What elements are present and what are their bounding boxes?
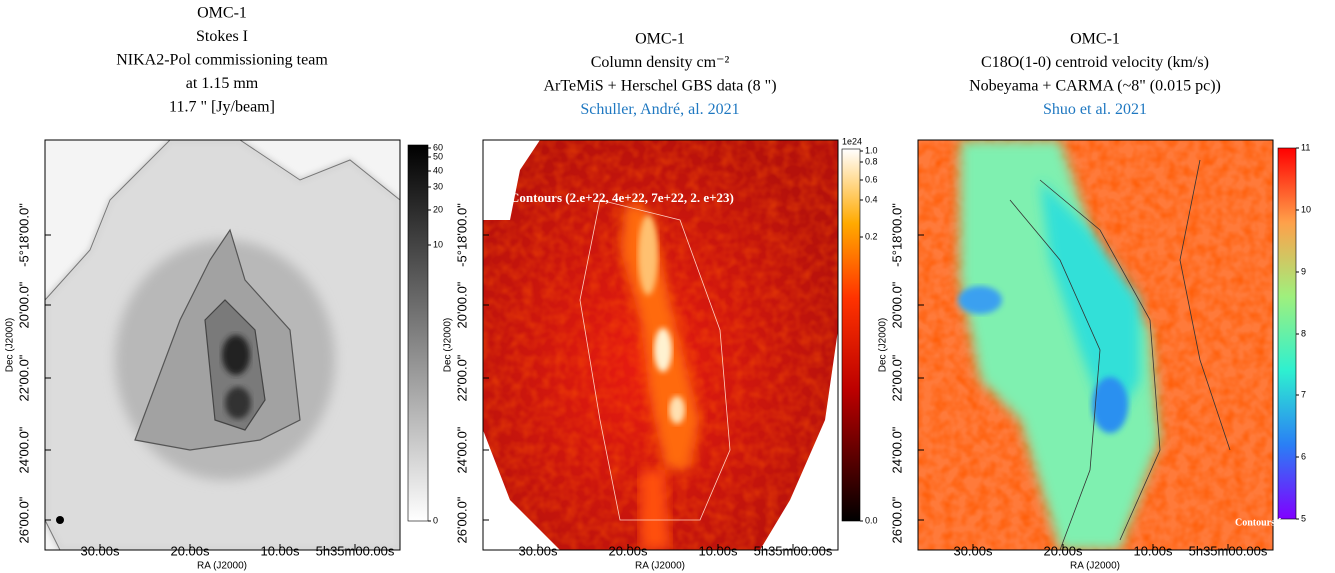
y-tick-label: 20'00.0" xyxy=(16,281,31,328)
y-tick-label: 26'00.0" xyxy=(454,496,469,543)
colorbar-tick-label: 0.4 xyxy=(865,194,878,204)
x-tick-label: 30.00s xyxy=(953,543,993,558)
colorbar-tick-label: 11 xyxy=(1301,142,1310,152)
panel-title: Column density cm⁻² xyxy=(591,54,730,71)
colorbar-tick-label: 10 xyxy=(1301,204,1311,214)
colorbar-tick-label: 6 xyxy=(1301,451,1306,461)
colorbar-tick-label: 10 xyxy=(433,239,443,249)
stokes-i-map xyxy=(45,140,400,550)
x-tick-label: 5h35m00.00s xyxy=(1189,543,1268,558)
x-tick-label: 10.00s xyxy=(260,543,300,558)
colorbar-tick-label: 7 xyxy=(1301,389,1306,399)
x-tick-label: 20.00s xyxy=(170,543,210,558)
x-axis-label: RA (J2000) xyxy=(635,561,685,572)
y-tick-label: 22'00.0" xyxy=(454,354,469,401)
panel-title: Stokes I xyxy=(196,28,248,45)
y-tick-label: 24'00.0" xyxy=(889,426,904,473)
annotation: Contours (2.e+22, 4e+22, 7e+22, 2. e+23) xyxy=(510,190,734,205)
colorbar-tick-label: 1.0 xyxy=(865,145,878,155)
x-tick-label: 10.00s xyxy=(1133,543,1173,558)
colorbar-tick-label: 8 xyxy=(1301,328,1306,338)
y-axis-label: Dec (J2000) xyxy=(443,318,454,372)
x-tick-label: 20.00s xyxy=(1043,543,1083,558)
y-tick-label: 20'00.0" xyxy=(454,281,469,328)
y-tick-label: 20'00.0" xyxy=(889,281,904,328)
x-axis-label: RA (J2000) xyxy=(197,561,247,572)
panel-title: OMC-1 xyxy=(635,31,685,48)
panel-title: Nobeyama + CARMA (~8" (0.015 pc)) xyxy=(969,78,1221,95)
colorbar-tick-label: 50 xyxy=(433,151,443,161)
panel-title: ArTeMiS + Herschel GBS data (8 ") xyxy=(543,78,776,95)
panel-title: C18O(1-0) centroid velocity (km/s) xyxy=(981,54,1209,71)
x-tick-label: 20.00s xyxy=(608,543,648,558)
y-tick-label: 22'00.0" xyxy=(16,354,31,401)
colorbar-tick-label: 60 xyxy=(433,142,443,152)
colorbar-tick-label: 0.2 xyxy=(865,231,878,241)
colorbar-tick-label: 30 xyxy=(433,181,443,191)
y-tick-label: -5°18'00.0" xyxy=(16,203,31,267)
y-tick-label: 24'00.0" xyxy=(454,426,469,473)
panel-reference: Schuller, André, al. 2021 xyxy=(580,101,739,118)
colorbar-tick-label: 9 xyxy=(1301,266,1306,276)
colorbar-tick-label: 0.0 xyxy=(865,515,878,525)
colorbar-tick-label: 20 xyxy=(433,204,443,214)
x-tick-label: 5h35m00.00s xyxy=(754,543,833,558)
x-tick-label: 5h35m00.00s xyxy=(316,543,395,558)
colorbar-tick-label: 5 xyxy=(1301,513,1306,523)
panel-title: NIKA2-Pol commissioning team xyxy=(116,52,328,69)
panel-title: at 1.15 mm xyxy=(186,75,259,92)
y-tick-label: 22'00.0" xyxy=(889,354,904,401)
y-tick-label: 26'00.0" xyxy=(16,496,31,543)
panel-reference: Shuo et al. 2021 xyxy=(1043,101,1147,118)
colorbar-tick-label: 40 xyxy=(433,165,443,175)
y-axis-label: Dec (J2000) xyxy=(878,318,889,372)
x-tick-label: 30.00s xyxy=(80,543,120,558)
panel-title: OMC-1 xyxy=(197,5,247,22)
column-density-map xyxy=(483,140,838,550)
annotation: Contours from xyxy=(1235,517,1299,528)
y-tick-label: -5°18'00.0" xyxy=(454,203,469,267)
velocity-map xyxy=(918,140,1273,550)
y-tick-label: -5°18'00.0" xyxy=(889,203,904,267)
x-tick-label: 30.00s xyxy=(518,543,558,558)
panel-title: 11.7 " [Jy/beam] xyxy=(169,99,275,116)
y-axis-label: Dec (J2000) xyxy=(5,318,16,372)
colorbar-exponent: 1e24 xyxy=(842,136,862,146)
x-tick-label: 10.00s xyxy=(698,543,738,558)
colorbar-tick-label: 0.6 xyxy=(865,174,878,184)
colorbar-tick-label: 0.8 xyxy=(865,156,878,166)
y-tick-label: 26'00.0" xyxy=(889,496,904,543)
colorbar-tick-label: 0 xyxy=(433,515,438,525)
panel-title: OMC-1 xyxy=(1070,31,1120,48)
y-tick-label: 24'00.0" xyxy=(16,426,31,473)
x-axis-label: RA (J2000) xyxy=(1070,561,1120,572)
